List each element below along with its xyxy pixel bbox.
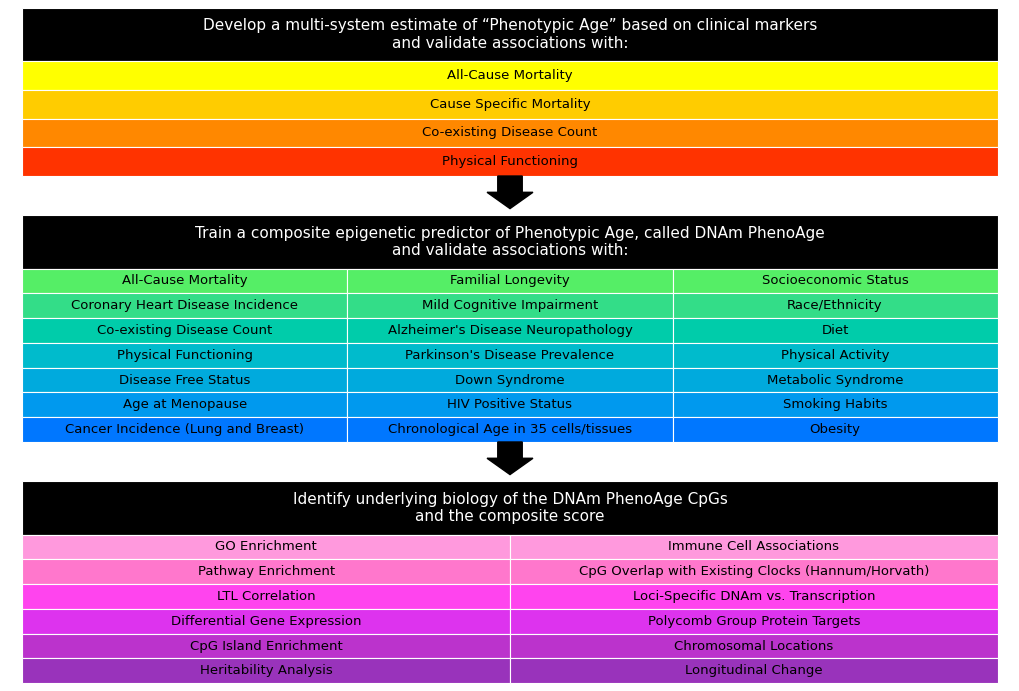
Bar: [672, 318, 997, 343]
Bar: [22, 559, 510, 584]
Bar: [22, 392, 347, 417]
Text: Develop a multi-system estimate of “Phenotypic Age” based on clinical markers
an: Develop a multi-system estimate of “Phen…: [203, 19, 816, 50]
Bar: [22, 269, 347, 294]
Bar: [510, 634, 997, 659]
Text: All-Cause Mortality: All-Cause Mortality: [446, 69, 573, 82]
Text: Mild Cognitive Impairment: Mild Cognitive Impairment: [422, 299, 597, 312]
Bar: [347, 417, 672, 442]
Bar: [22, 119, 997, 147]
Text: Identify underlying biology of the DNAm PhenoAge CpGs
and the composite score: Identify underlying biology of the DNAm …: [292, 491, 727, 524]
Text: Physical Functioning: Physical Functioning: [117, 349, 253, 362]
Text: Longitudinal Change: Longitudinal Change: [685, 664, 821, 677]
Bar: [672, 294, 997, 318]
Text: Familial Longevity: Familial Longevity: [449, 274, 570, 287]
Bar: [22, 61, 997, 90]
Text: Physical Activity: Physical Activity: [780, 349, 889, 362]
Text: All-Cause Mortality: All-Cause Mortality: [122, 274, 248, 287]
Text: Metabolic Syndrome: Metabolic Syndrome: [766, 374, 903, 386]
Text: Loci-Specific DNAm vs. Transcription: Loci-Specific DNAm vs. Transcription: [632, 590, 874, 603]
Bar: [22, 90, 997, 119]
Text: Differential Gene Expression: Differential Gene Expression: [171, 615, 361, 627]
Bar: [22, 368, 347, 392]
Bar: [510, 659, 997, 683]
Bar: [672, 417, 997, 442]
Bar: [22, 659, 510, 683]
Text: Cancer Incidence (Lung and Breast): Cancer Incidence (Lung and Breast): [65, 423, 304, 436]
Bar: [510, 559, 997, 584]
Bar: [22, 417, 347, 442]
Text: Immune Cell Associations: Immune Cell Associations: [667, 540, 839, 553]
Text: Polycomb Group Protein Targets: Polycomb Group Protein Targets: [647, 615, 859, 627]
Text: Coronary Heart Disease Incidence: Coronary Heart Disease Incidence: [71, 299, 299, 312]
Bar: [22, 634, 510, 659]
Bar: [22, 481, 997, 535]
Polygon shape: [487, 442, 533, 475]
Text: Physical Functioning: Physical Functioning: [441, 155, 578, 168]
Bar: [347, 318, 672, 343]
Text: Parkinson's Disease Prevalence: Parkinson's Disease Prevalence: [405, 349, 614, 362]
Text: Pathway Enrichment: Pathway Enrichment: [198, 565, 334, 578]
Text: GO Enrichment: GO Enrichment: [215, 540, 317, 553]
Bar: [347, 392, 672, 417]
Text: Diet: Diet: [820, 324, 848, 337]
Text: Socioeconomic Status: Socioeconomic Status: [761, 274, 908, 287]
Bar: [510, 609, 997, 634]
Polygon shape: [487, 176, 533, 209]
Bar: [22, 584, 510, 609]
Text: Cause Specific Mortality: Cause Specific Mortality: [429, 98, 590, 111]
Text: Smoking Habits: Smoking Habits: [782, 398, 887, 411]
Bar: [22, 535, 510, 559]
Text: CpG Island Enrichment: CpG Island Enrichment: [190, 639, 342, 652]
Bar: [672, 392, 997, 417]
Bar: [672, 269, 997, 294]
Text: Age at Menopause: Age at Menopause: [122, 398, 247, 411]
Text: Race/Ethnicity: Race/Ethnicity: [787, 299, 882, 312]
Text: Obesity: Obesity: [809, 423, 860, 436]
Bar: [22, 609, 510, 634]
Text: Heritability Analysis: Heritability Analysis: [200, 664, 332, 677]
Text: Co-existing Disease Count: Co-existing Disease Count: [422, 126, 597, 140]
Bar: [510, 584, 997, 609]
Bar: [22, 318, 347, 343]
Text: Co-existing Disease Count: Co-existing Disease Count: [97, 324, 272, 337]
Bar: [22, 8, 997, 61]
Text: Disease Free Status: Disease Free Status: [119, 374, 251, 386]
Bar: [347, 343, 672, 368]
Bar: [347, 269, 672, 294]
Bar: [672, 368, 997, 392]
Bar: [22, 343, 347, 368]
Text: HIV Positive Status: HIV Positive Status: [447, 398, 572, 411]
Text: LTL Correlation: LTL Correlation: [217, 590, 315, 603]
Bar: [22, 147, 997, 176]
Bar: [347, 294, 672, 318]
Bar: [510, 535, 997, 559]
Text: Chromosomal Locations: Chromosomal Locations: [674, 639, 833, 652]
Bar: [22, 294, 347, 318]
Text: Down Syndrome: Down Syndrome: [454, 374, 565, 386]
Text: Alzheimer's Disease Neuropathology: Alzheimer's Disease Neuropathology: [387, 324, 632, 337]
Bar: [347, 368, 672, 392]
Text: CpG Overlap with Existing Clocks (Hannum/Horvath): CpG Overlap with Existing Clocks (Hannum…: [578, 565, 928, 578]
Text: Train a composite epigenetic predictor of Phenotypic Age, called DNAm PhenoAge
a: Train a composite epigenetic predictor o…: [195, 226, 824, 258]
Text: Chronological Age in 35 cells/tissues: Chronological Age in 35 cells/tissues: [387, 423, 632, 436]
Bar: [22, 215, 997, 269]
Bar: [672, 343, 997, 368]
